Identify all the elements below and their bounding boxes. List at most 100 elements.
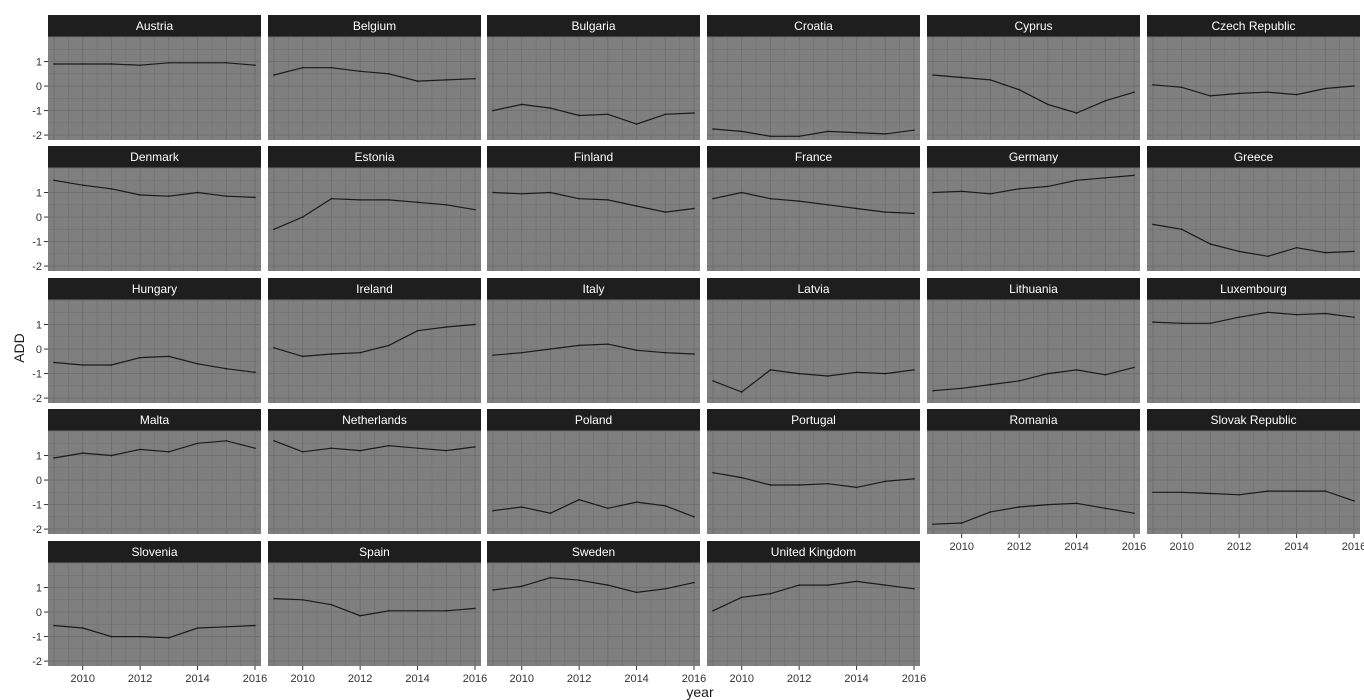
- data-point: [273, 440, 275, 442]
- y-tick-label: -2: [32, 524, 42, 536]
- data-point: [53, 457, 55, 459]
- x-tick-label: 2012: [567, 673, 591, 685]
- data-point: [225, 61, 228, 64]
- series-line: [273, 323, 476, 358]
- x-tick-label: 2012: [1007, 541, 1031, 553]
- facet-title: Latvia: [797, 282, 829, 296]
- data-point: [664, 351, 667, 354]
- facet-panel: Belgium: [268, 15, 481, 140]
- data-point: [196, 61, 199, 64]
- data-point: [168, 355, 170, 358]
- data-point: [664, 113, 667, 116]
- data-point: [301, 355, 304, 358]
- facet-strip: [1147, 278, 1360, 300]
- y-tick-label: 0: [36, 607, 42, 619]
- facet-strip: [268, 409, 481, 431]
- data-point: [740, 130, 743, 133]
- facet-panel: Ireland: [268, 278, 481, 403]
- data-point: [110, 364, 113, 366]
- facet-title: Spain: [359, 545, 390, 559]
- facet-strip: [927, 409, 1140, 431]
- series-line: [712, 580, 915, 612]
- facet-panel: Netherlands: [268, 409, 481, 534]
- facet-title: Belgium: [353, 19, 396, 33]
- data-point: [1047, 372, 1049, 375]
- facet-title: Slovenia: [131, 545, 177, 559]
- data-point: [827, 203, 829, 206]
- data-point: [607, 199, 609, 201]
- data-point: [225, 625, 228, 628]
- y-tick-label: 0: [36, 81, 42, 93]
- data-point: [474, 446, 476, 448]
- x-tick-label: 2014: [185, 673, 209, 685]
- series-line: [273, 67, 476, 82]
- facet-panel: Bulgaria: [487, 15, 700, 140]
- data-point: [1295, 93, 1298, 96]
- facet-panel: Austria: [48, 15, 261, 140]
- data-point: [1018, 380, 1020, 382]
- data-point: [301, 451, 304, 453]
- series-line: [1152, 84, 1355, 97]
- data-point: [492, 191, 494, 194]
- data-point: [492, 354, 494, 356]
- data-point: [1047, 185, 1049, 188]
- y-tick-label: -2: [32, 130, 42, 142]
- data-point: [635, 501, 638, 503]
- data-point: [1180, 322, 1183, 325]
- data-point: [932, 74, 934, 76]
- y-tick-label: -2: [32, 393, 42, 405]
- facet-panel: Estonia: [268, 146, 481, 271]
- data-point: [474, 77, 476, 80]
- facet-title: Slovak Republic: [1210, 413, 1296, 427]
- y-tick-label: 1: [36, 320, 42, 332]
- facet-panel: Malta: [48, 409, 261, 534]
- data-point: [798, 372, 800, 375]
- data-point: [1075, 179, 1078, 182]
- facet-title: Germany: [1009, 150, 1058, 164]
- data-point: [712, 197, 714, 200]
- facet-title: Portugal: [791, 413, 836, 427]
- facet-title: Netherlands: [342, 413, 407, 427]
- facet-panel: Slovak Republic: [1147, 409, 1360, 534]
- x-tick-label: 2016: [1342, 541, 1364, 553]
- facet-panel: Germany: [927, 146, 1140, 271]
- data-point: [1075, 112, 1078, 114]
- data-point: [1133, 366, 1135, 369]
- data-point: [1238, 316, 1240, 318]
- facet-title: Luxembourg: [1220, 282, 1287, 296]
- series-line: [932, 366, 1135, 392]
- data-point: [549, 348, 552, 350]
- data-point: [416, 329, 419, 332]
- facet-strip: [707, 146, 920, 168]
- data-point: [1047, 503, 1049, 506]
- data-point: [884, 211, 887, 213]
- data-point: [474, 323, 476, 326]
- data-point: [664, 587, 667, 590]
- data-point: [53, 179, 55, 182]
- data-point: [855, 580, 858, 583]
- data-point: [884, 133, 887, 135]
- facet-panel: Italy: [487, 278, 700, 403]
- facet-strip: [487, 409, 700, 431]
- facet-panel: Cyprus: [927, 15, 1140, 140]
- data-point: [1133, 512, 1135, 514]
- facet-panel: Poland: [487, 409, 700, 534]
- data-point: [254, 196, 256, 199]
- y-tick-label: 1: [36, 451, 42, 463]
- x-tick-label: 2014: [1284, 541, 1308, 553]
- data-point: [168, 61, 170, 64]
- x-tick-label: 2016: [243, 673, 267, 685]
- data-point: [1295, 313, 1298, 316]
- data-point: [273, 347, 275, 349]
- facet-strip: [707, 409, 920, 431]
- data-point: [884, 584, 887, 586]
- facet-panel: Spain: [268, 541, 481, 666]
- axes-ticks: 1 0 -1 -2 1 0 -1 -2 1 0 -1 -2 1 0 -1 -2 1 0 -1 -2 2010 2012 20…: [32, 57, 1364, 685]
- data-point: [798, 584, 800, 586]
- data-point: [712, 128, 714, 130]
- y-tick-label: -1: [32, 237, 42, 249]
- data-point: [1133, 174, 1135, 177]
- data-point: [301, 598, 304, 601]
- data-point: [225, 367, 228, 370]
- facet-title: Poland: [575, 413, 612, 427]
